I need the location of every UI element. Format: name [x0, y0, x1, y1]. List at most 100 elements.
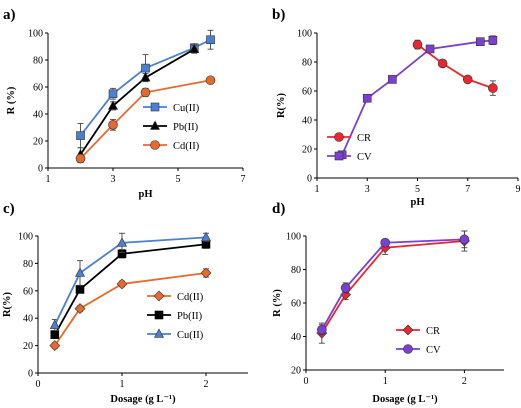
y-tick-label: 40 — [302, 116, 312, 127]
data-point — [362, 93, 372, 103]
x-axis-title: pH — [410, 197, 424, 208]
data-point — [75, 285, 85, 294]
y-tick-label: 100 — [297, 29, 312, 40]
data-point — [425, 44, 435, 54]
y-tick-label: 20 — [33, 137, 43, 148]
y-axis-title: R(%) — [2, 291, 13, 317]
x-axis-title: pH — [138, 189, 152, 200]
data-point — [488, 35, 498, 45]
legend-label: Cd(II) — [177, 292, 204, 303]
legend-label: Pb(II) — [173, 122, 199, 133]
legend: Cd(II) Pb(II) Cu(II) — [147, 290, 204, 341]
data-point — [206, 35, 215, 45]
x-tick-label: 7 — [465, 184, 470, 195]
legend-swatch-marker — [150, 120, 160, 130]
legend-swatch-marker — [153, 290, 165, 302]
data-point — [49, 340, 61, 352]
y-tick-label: 20 — [23, 341, 33, 352]
x-tick-label: 5 — [176, 174, 181, 185]
y-tick-label: 80 — [291, 265, 301, 276]
chart-panel-b: b) 0 20 40 60 80 100 1 3 5 7 9 pH R(%) CR CV — [272, 7, 521, 208]
y-tick-label: 60 — [23, 286, 33, 297]
x-tick-label: 7 — [241, 174, 246, 185]
series-cd-ii- — [75, 75, 216, 164]
series-cu-ii- — [49, 231, 211, 331]
legend-label: Cu(II) — [177, 330, 204, 341]
series-line — [79, 79, 211, 160]
panel-label: c) — [3, 201, 15, 217]
x-axis-title: Dosage (g L⁻¹) — [110, 394, 176, 405]
y-tick-label: 80 — [302, 58, 312, 69]
y-tick-label: 0 — [307, 174, 312, 185]
x-tick-label: 1 — [120, 379, 125, 390]
data-point — [205, 75, 216, 86]
legend-label: Cu(II) — [173, 103, 200, 114]
x-tick-label: 3 — [111, 174, 116, 185]
data-point — [189, 43, 200, 54]
y-tick-label: 0 — [38, 164, 43, 175]
series-cd-ii- — [49, 267, 212, 352]
data-point — [117, 237, 127, 247]
data-point — [462, 74, 473, 85]
data-point — [108, 89, 118, 99]
y-tick-label: 40 — [23, 314, 33, 325]
data-point — [476, 37, 485, 47]
series-cr — [412, 39, 498, 96]
data-point — [141, 63, 150, 73]
panel-label: a) — [3, 7, 16, 23]
data-point — [76, 131, 85, 140]
x-tick-label: 0 — [304, 376, 309, 387]
panel-label: d) — [272, 201, 285, 217]
data-point — [201, 231, 211, 242]
legend-label: CV — [357, 152, 372, 163]
series-line — [54, 243, 207, 336]
legend-swatch-marker — [334, 132, 344, 142]
data-point — [75, 153, 86, 164]
legend-swatch-marker — [334, 151, 344, 161]
y-axis-title: R(%) — [276, 92, 287, 118]
y-axis-title: R (%) — [6, 86, 17, 114]
y-axis-title: R (%) — [272, 289, 283, 317]
y-tick-label: 40 — [291, 332, 301, 343]
legend: CR CV — [396, 324, 441, 356]
data-point — [200, 267, 212, 279]
legend-label: CR — [357, 133, 371, 144]
chart-panel-a: a) 0 20 40 60 80 100 1 3 5 7 pH R (%) Cu(II) Pb(II) Cd(… — [3, 7, 246, 200]
x-tick-label: 1 — [383, 376, 388, 387]
series-line — [79, 48, 195, 156]
legend-swatch-marker — [150, 140, 160, 150]
panel-label: b) — [272, 7, 285, 23]
legend-swatch-marker — [402, 324, 414, 336]
series-line — [321, 240, 465, 334]
legend: Cu(II) Pb(II) Cd(II) — [143, 102, 200, 152]
series-pb-ii- — [50, 239, 211, 339]
x-tick-label: 3 — [365, 184, 370, 195]
data-point — [108, 100, 118, 110]
x-tick-label: 1 — [315, 184, 320, 195]
legend-swatch-marker — [150, 102, 160, 112]
x-tick-label: 2 — [204, 379, 209, 390]
legend: CR CV — [327, 132, 372, 163]
data-point — [380, 237, 391, 248]
data-point — [116, 278, 128, 290]
series-line — [53, 236, 207, 326]
data-point — [140, 71, 151, 82]
y-tick-label: 60 — [291, 299, 301, 310]
data-point — [488, 83, 498, 93]
x-tick-label: 0 — [36, 379, 41, 390]
data-point — [140, 87, 151, 98]
legend-label: CV — [426, 345, 441, 356]
legend-label: CR — [426, 326, 440, 337]
x-tick-label: 2 — [462, 376, 467, 387]
data-point — [412, 39, 423, 50]
chart-panel-c: c) 0 20 40 60 80 100 0 1 2 Dosage (g L⁻¹) R(%) Cd(II… — [2, 201, 248, 405]
data-point — [108, 120, 118, 130]
x-tick-label: 9 — [516, 184, 521, 195]
legend-label: Cd(II) — [173, 141, 200, 152]
data-point — [388, 75, 397, 84]
legend-swatch-marker — [154, 310, 164, 320]
legend-swatch-marker — [403, 344, 413, 354]
data-point — [50, 330, 60, 339]
data-point — [340, 283, 351, 293]
